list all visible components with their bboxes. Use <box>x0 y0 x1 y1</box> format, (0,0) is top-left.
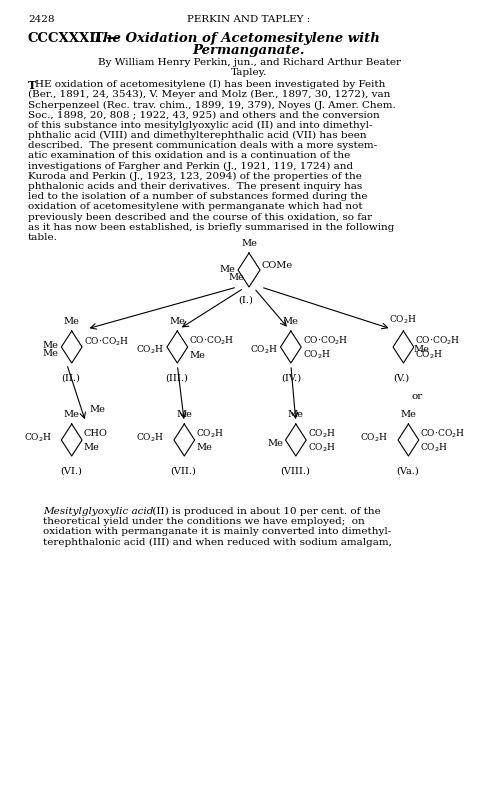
Text: previously been described and the course of this oxidation, so far: previously been described and the course… <box>28 213 372 222</box>
Text: CO$\cdot$CO$_2$H: CO$\cdot$CO$_2$H <box>420 428 466 440</box>
Text: of this substance into mesitylglyoxylic acid (II) and into dimethyl-: of this substance into mesitylglyoxylic … <box>28 121 372 130</box>
Text: atic examination of this oxidation and is a continuation of the: atic examination of this oxidation and i… <box>28 151 350 160</box>
Text: (VI.): (VI.) <box>60 467 82 476</box>
Text: Me: Me <box>64 317 80 326</box>
Text: Me: Me <box>267 438 283 447</box>
Text: Me: Me <box>43 350 59 358</box>
Text: terephthalonic acid (III) and when reduced with sodium amalgam,: terephthalonic acid (III) and when reduc… <box>43 538 392 546</box>
Text: Me: Me <box>64 410 80 419</box>
Text: investigations of Fargher and Perkin (J., 1921, 119, 1724) and: investigations of Fargher and Perkin (J.… <box>28 162 353 170</box>
Text: described.  The present communication deals with a more system-: described. The present communication dea… <box>28 141 377 150</box>
Text: CO$_2$H: CO$_2$H <box>360 432 388 444</box>
Text: Me: Me <box>219 265 235 274</box>
Text: theoretical yield under the conditions we have employed;  on: theoretical yield under the conditions w… <box>43 517 364 526</box>
Text: Me: Me <box>43 341 59 350</box>
Text: as it has now been established, is briefly summarised in the following: as it has now been established, is brief… <box>28 222 394 232</box>
Text: Permanganate.: Permanganate. <box>193 44 306 57</box>
Text: CO$_2$H: CO$_2$H <box>308 428 336 440</box>
Text: CO$_2$H: CO$_2$H <box>420 442 448 454</box>
Text: CO$_2$H: CO$_2$H <box>416 349 444 362</box>
Text: Me: Me <box>90 406 106 414</box>
Text: CCCXXXII.—: CCCXXXII.— <box>28 32 121 45</box>
Text: By William Henry Perkin, jun., and Richard Arthur Beater: By William Henry Perkin, jun., and Richa… <box>98 58 401 67</box>
Text: (VIII.): (VIII.) <box>280 467 310 476</box>
Text: CO$_2$H: CO$_2$H <box>390 314 417 326</box>
Text: Me: Me <box>170 317 185 326</box>
Text: CO$_2$H: CO$_2$H <box>308 442 336 454</box>
Text: CO$\cdot$CO$_2$H: CO$\cdot$CO$_2$H <box>190 334 234 347</box>
Text: 2428: 2428 <box>28 15 54 24</box>
Text: or: or <box>412 392 422 401</box>
Text: The Oxidation of Acetomesitylene with: The Oxidation of Acetomesitylene with <box>92 32 380 45</box>
Text: Scherpenzeel (Rec. trav. chim., 1899, 19, 379), Noyes (J. Amer. Chem.: Scherpenzeel (Rec. trav. chim., 1899, 19… <box>28 100 396 110</box>
Text: Me: Me <box>190 350 205 359</box>
Text: (Va.): (Va.) <box>396 467 419 476</box>
Text: Me: Me <box>84 443 100 453</box>
Text: phthalic acid (VIII) and dimethylterephthalic acid (VII) has been: phthalic acid (VIII) and dimethylterepht… <box>28 131 366 140</box>
Text: CO$_2$H: CO$_2$H <box>303 349 331 362</box>
Text: CO$_2$H: CO$_2$H <box>196 428 224 440</box>
Text: (II.): (II.) <box>62 374 80 383</box>
Text: CO$_2$H: CO$_2$H <box>24 432 52 444</box>
Text: oxidation of acetomesitylene with permanganate which had not: oxidation of acetomesitylene with perman… <box>28 202 362 211</box>
Text: Mesitylglyoxylic acid: Mesitylglyoxylic acid <box>43 507 153 516</box>
Text: (I.): (I.) <box>238 296 254 305</box>
Text: (VII.): (VII.) <box>170 467 196 476</box>
Text: Me: Me <box>283 317 299 326</box>
Text: CO$_2$H: CO$_2$H <box>250 344 278 356</box>
Text: (Ber., 1891, 24, 3543), V. Meyer and Molz (Ber., 1897, 30, 1272), van: (Ber., 1891, 24, 3543), V. Meyer and Mol… <box>28 90 390 99</box>
Text: oxidation with permanganate it is mainly converted into dimethyl-: oxidation with permanganate it is mainly… <box>43 527 391 536</box>
Text: Tapley.: Tapley. <box>231 68 267 77</box>
Text: CO$\cdot$CO$_2$H: CO$\cdot$CO$_2$H <box>416 334 461 347</box>
Text: (IV.): (IV.) <box>281 374 301 383</box>
Text: T: T <box>28 80 36 91</box>
Text: HE oxidation of acetomesitylene (I) has been investigated by Feith: HE oxidation of acetomesitylene (I) has … <box>36 80 386 89</box>
Text: Kuroda and Perkin (J., 1923, 123, 2094) of the properties of the: Kuroda and Perkin (J., 1923, 123, 2094) … <box>28 172 362 181</box>
Text: PERKIN AND TAPLEY :: PERKIN AND TAPLEY : <box>188 15 310 24</box>
Text: Me: Me <box>288 410 304 419</box>
Text: table.: table. <box>28 233 58 242</box>
Text: (III.): (III.) <box>165 374 188 383</box>
Text: Me: Me <box>241 239 257 248</box>
Text: (V.): (V.) <box>394 374 409 383</box>
Text: (II) is produced in about 10 per cent. of the: (II) is produced in about 10 per cent. o… <box>150 507 381 516</box>
Text: CO$\cdot$CO$_2$H: CO$\cdot$CO$_2$H <box>84 336 129 348</box>
Text: phthalonic acids and their derivatives.  The present inquiry has: phthalonic acids and their derivatives. … <box>28 182 362 191</box>
Text: Me: Me <box>414 346 430 354</box>
Text: Soc., 1898, 20, 808 ; 1922, 43, 925) and others and the conversion: Soc., 1898, 20, 808 ; 1922, 43, 925) and… <box>28 110 380 119</box>
Text: CO$_2$H: CO$_2$H <box>136 432 164 444</box>
Text: Me: Me <box>176 410 192 419</box>
Text: COMe: COMe <box>262 261 293 270</box>
Text: led to the isolation of a number of substances formed during the: led to the isolation of a number of subs… <box>28 192 367 202</box>
Text: Me: Me <box>196 443 212 453</box>
Text: Me: Me <box>228 274 244 282</box>
Text: CHO: CHO <box>84 430 108 438</box>
Text: Me: Me <box>400 410 416 419</box>
Text: CO$_2$H: CO$_2$H <box>136 344 164 356</box>
Text: CO$\cdot$CO$_2$H: CO$\cdot$CO$_2$H <box>303 334 348 347</box>
